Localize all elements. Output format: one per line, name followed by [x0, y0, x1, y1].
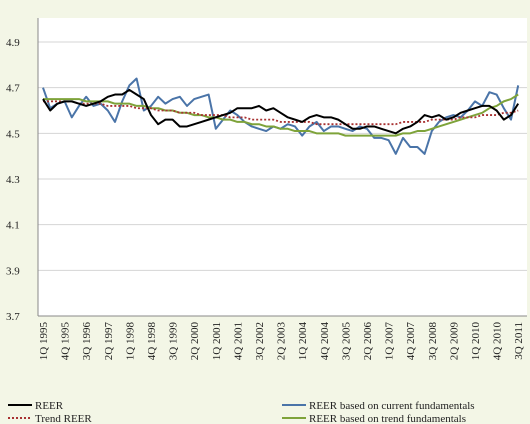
y-tick-label: 3.7 [6, 311, 20, 323]
line-series [43, 93, 519, 137]
y-tick-label: 4.1 [6, 220, 20, 232]
x-tick-label: 4Q 2007 [405, 322, 417, 361]
x-tick-label: 3Q 1996 [81, 322, 93, 361]
legend-label: REER [35, 400, 64, 412]
x-tick-label: 1Q 2007 [384, 322, 396, 361]
x-tick-label: 3Q 2011 [513, 322, 525, 360]
x-tick-label: 4Q 1995 [60, 322, 72, 361]
x-tick-label: 2Q 2009 [448, 322, 460, 361]
x-tick-label: 3Q 2005 [340, 322, 352, 361]
line-series [43, 100, 519, 126]
x-tick-label: 2Q 2006 [362, 322, 374, 361]
legend-label: Trend REER [35, 413, 92, 424]
x-tick-label: 4Q 1998 [146, 322, 158, 361]
x-tick-label: 3Q 2008 [427, 322, 439, 361]
x-tick-label: 1Q 1998 [124, 322, 136, 361]
legend-label: REER based on current fundamentals [309, 400, 475, 412]
x-tick-label: 2Q 2000 [189, 322, 201, 361]
legend-label: REER based on trend fundamentals [309, 413, 466, 424]
x-tick-label: 2Q 1997 [103, 322, 115, 361]
x-tick-label: 1Q 2004 [297, 322, 309, 361]
x-tick-label: 4Q 2001 [232, 322, 244, 360]
y-tick-label: 4.9 [6, 37, 20, 49]
y-tick-label: 4.5 [6, 128, 20, 140]
x-tick-label: 1Q 2010 [470, 322, 482, 361]
plot-area [38, 18, 527, 316]
y-tick-label: 3.9 [6, 265, 20, 277]
x-tick-label: 1Q 1995 [38, 322, 50, 361]
x-tick-label: 3Q 2002 [254, 322, 266, 360]
x-tick-label: 2Q 2003 [276, 322, 288, 361]
x-tick-label: 4Q 2004 [319, 322, 331, 361]
y-tick-label: 4.3 [6, 174, 20, 186]
y-tick-label: 4.7 [6, 83, 20, 95]
x-tick-label: 3Q 1999 [168, 322, 180, 361]
x-tick-label: 4Q 2010 [492, 322, 504, 361]
line-series [42, 88, 520, 135]
x-tick-label: 1Q 2001 [211, 322, 223, 360]
